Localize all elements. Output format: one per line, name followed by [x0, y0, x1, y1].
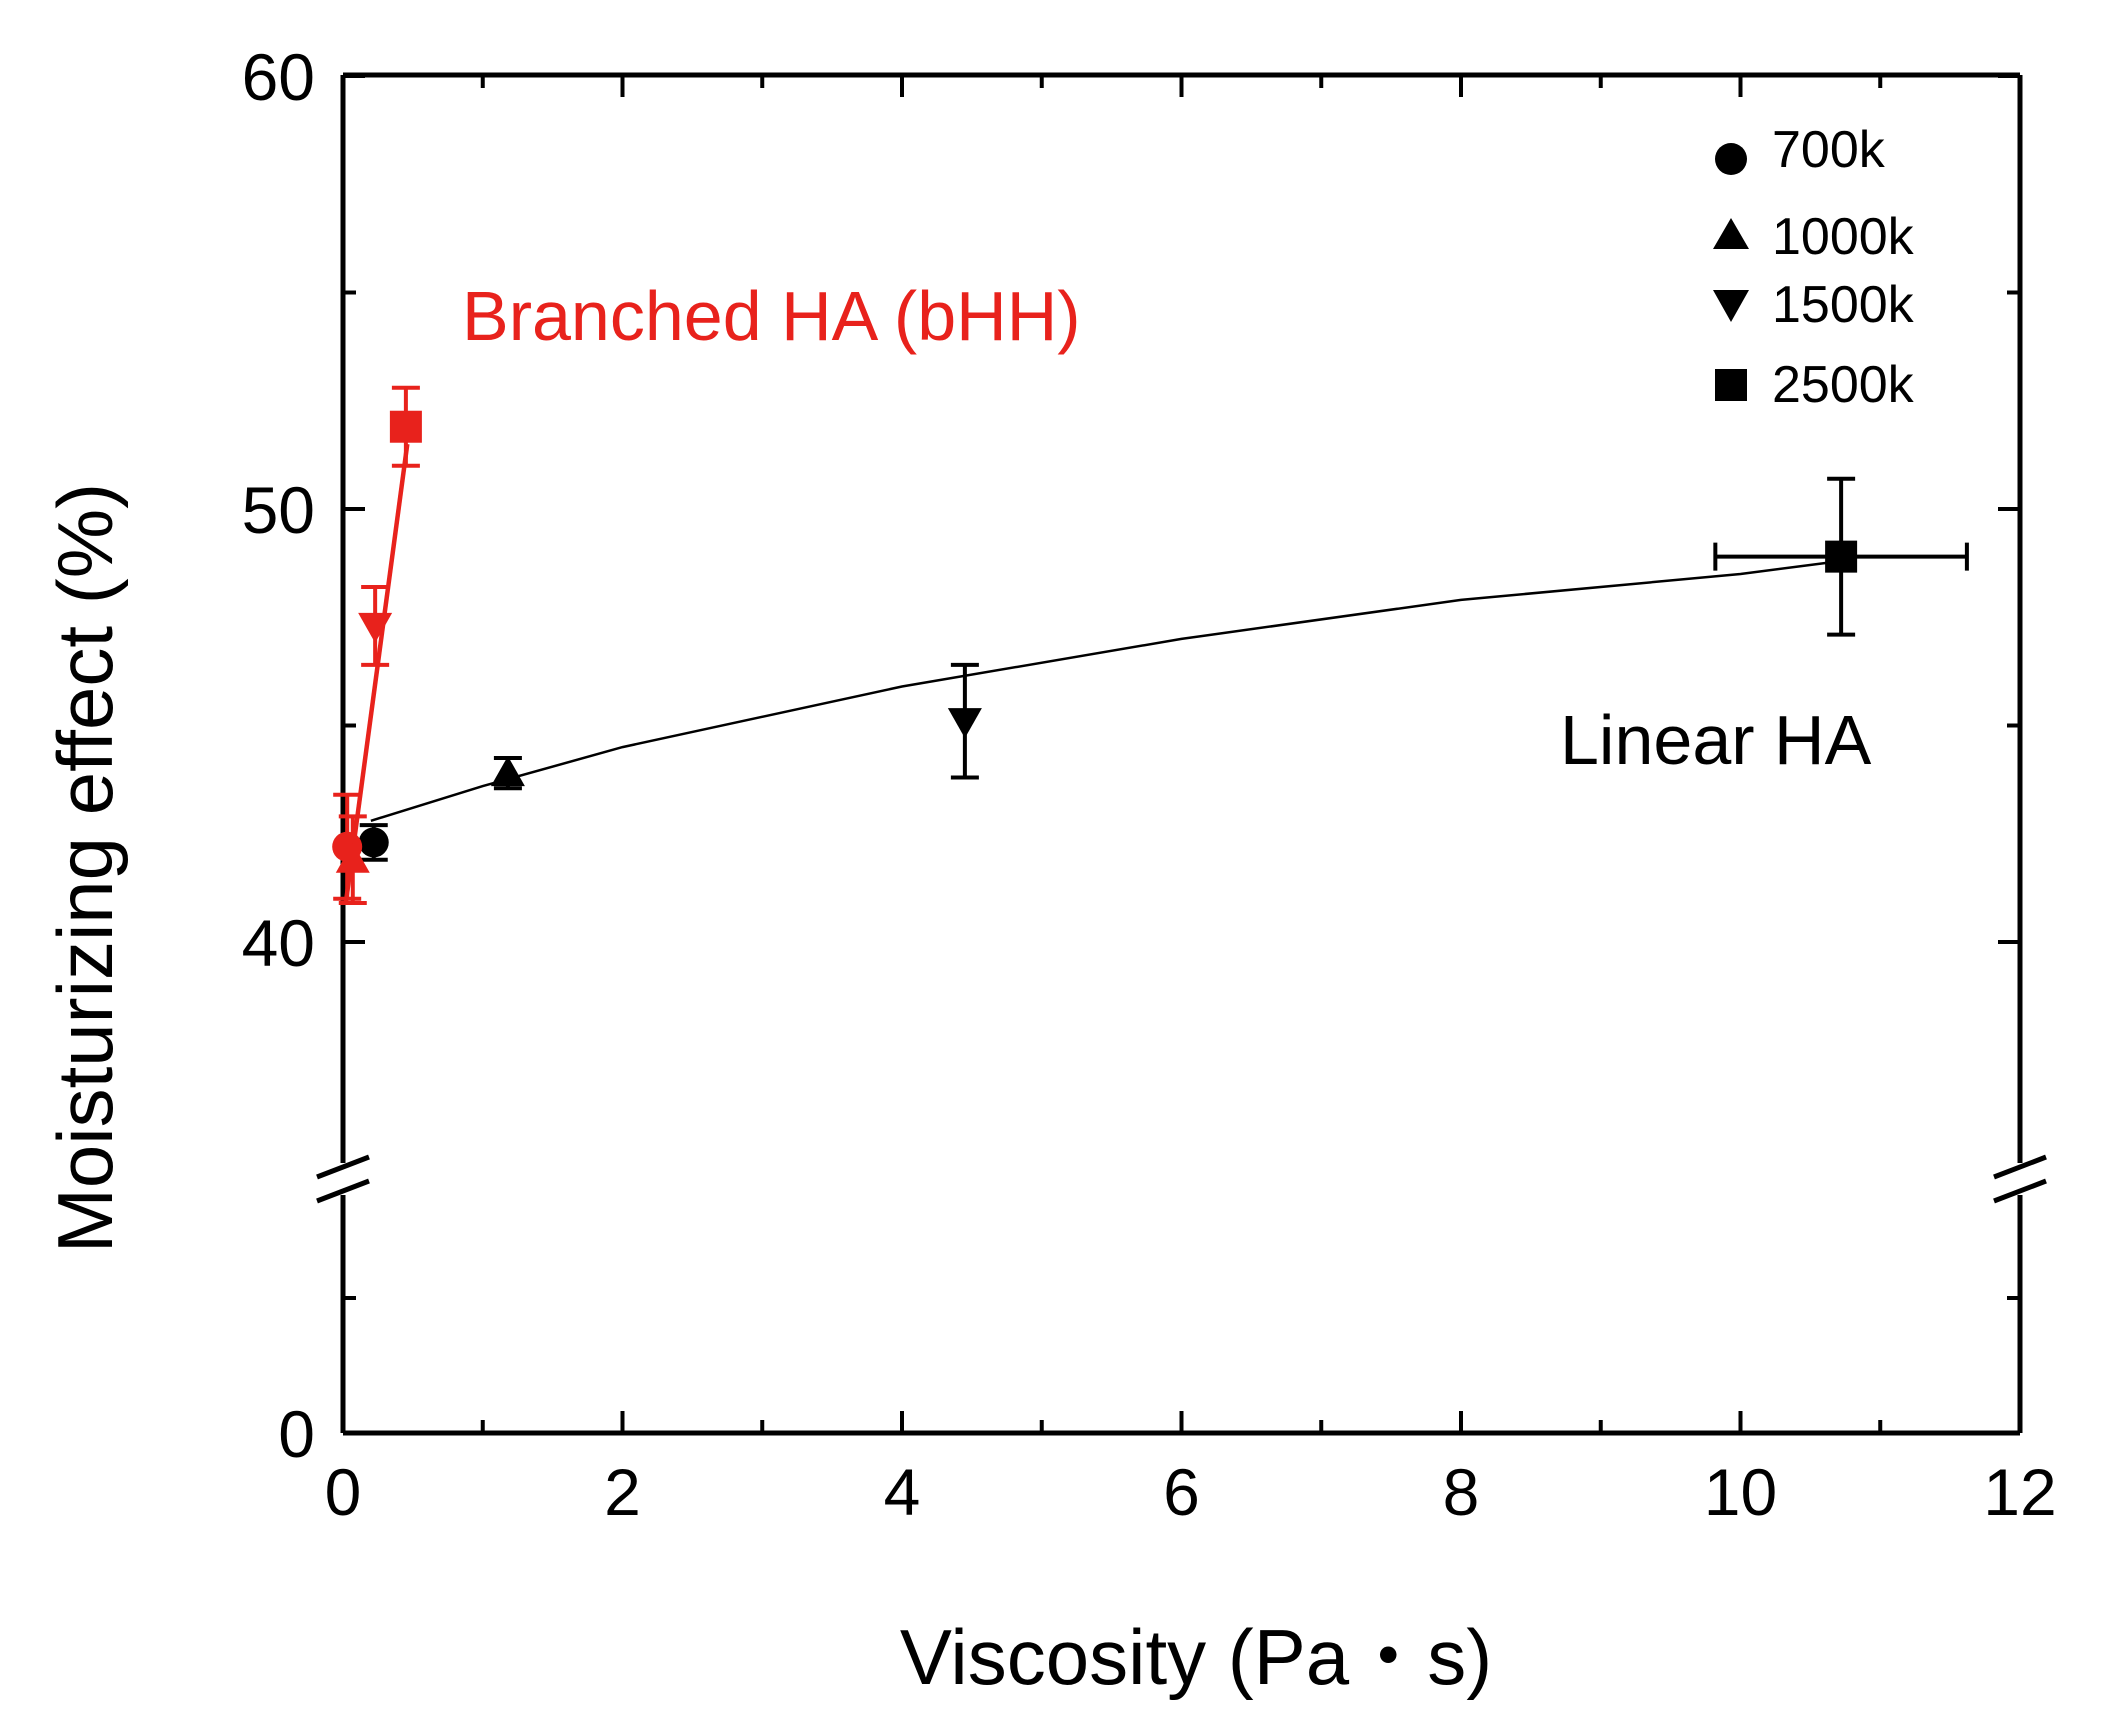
x-tick-label: 0 [325, 1455, 362, 1529]
data-point-branched-triangle-up [335, 842, 370, 873]
y-axis-break-mark [316, 1178, 370, 1204]
y-tick-label: 0 [278, 1397, 315, 1471]
legend-marker-circle [1715, 143, 1747, 175]
legend-label-700k: 700k [1772, 121, 1886, 179]
x-tick-label: 10 [1704, 1455, 1777, 1529]
fit-line-linear [370, 559, 1842, 822]
annotation-branched-ha: Branched HA (bHH) [462, 277, 1081, 355]
x-tick-label: 6 [1163, 1455, 1200, 1529]
error-bars [333, 385, 1969, 906]
x-tick-label: 8 [1443, 1455, 1480, 1529]
y-axis-title: Moisturizing effect (%) [41, 483, 129, 1253]
annotation-linear-ha: Linear HA [1560, 701, 1872, 779]
x-tick-label: 12 [1983, 1455, 2056, 1529]
data-point-linear-circle [358, 827, 389, 858]
legend-marker-triangle-down [1713, 290, 1749, 322]
axis-ticks [341, 74, 2022, 1433]
legend-label-1000k: 1000k [1772, 208, 1915, 266]
x-tick-label: 4 [884, 1455, 921, 1529]
y-axis-break-mark [316, 1154, 370, 1180]
data-point-branched-square [389, 410, 422, 443]
right-axis-break-mark [1993, 1178, 2047, 1204]
y-tick-label: 60 [242, 40, 315, 114]
fit-lines [343, 443, 1842, 904]
data-points [332, 410, 1858, 873]
data-point-branched-triangle-down [358, 612, 393, 643]
legend-label-2500k: 2500k [1772, 356, 1915, 414]
right-axis-break-mark [1993, 1154, 2047, 1180]
tick-labels: 0 2 4 6 8 10 12 0 40 50 60 [242, 40, 2057, 1529]
legend-marker-triangle-up [1713, 218, 1749, 249]
legend-label-1500k: 1500k [1772, 276, 1915, 334]
x-tick-label: 2 [604, 1455, 641, 1529]
fit-line-branched [343, 443, 410, 904]
data-point-linear-triangle-down [947, 708, 982, 739]
legend: 700k 1000k 1500k 2500k [1713, 121, 1915, 414]
y-tick-label: 40 [242, 906, 315, 980]
x-axis-title: Viscosity (Pa・s) [900, 1613, 1492, 1701]
legend-marker-square [1715, 369, 1747, 401]
data-point-linear-square [1825, 540, 1858, 573]
data-point-linear-triangle-up [490, 756, 525, 787]
y-tick-label: 50 [242, 473, 315, 547]
